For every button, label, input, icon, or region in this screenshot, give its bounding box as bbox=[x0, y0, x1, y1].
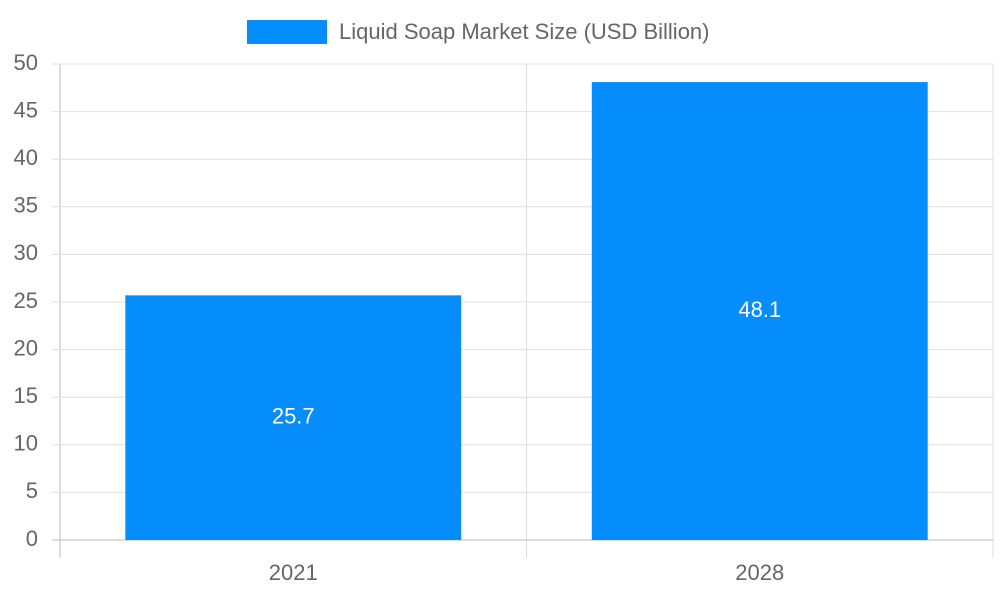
y-tick-label: 30 bbox=[14, 240, 38, 265]
x-tick-label: 2028 bbox=[735, 560, 784, 585]
y-tick-label: 35 bbox=[14, 193, 38, 218]
legend-label: Liquid Soap Market Size (USD Billion) bbox=[339, 19, 710, 44]
y-tick-label: 15 bbox=[14, 383, 38, 408]
y-tick-label: 50 bbox=[14, 50, 38, 75]
y-tick-label: 0 bbox=[26, 526, 38, 551]
x-tick-label: 2021 bbox=[269, 560, 318, 585]
y-tick-label: 5 bbox=[26, 478, 38, 503]
bar bbox=[125, 295, 462, 540]
y-tick-label: 40 bbox=[14, 145, 38, 170]
y-tick-label: 20 bbox=[14, 335, 38, 360]
y-tick-label: 25 bbox=[14, 288, 38, 313]
y-tick-label: 45 bbox=[14, 97, 38, 122]
legend-swatch bbox=[247, 20, 327, 44]
y-tick-label: 10 bbox=[14, 431, 38, 456]
data-label: 25.7 bbox=[272, 403, 315, 428]
bar bbox=[591, 82, 928, 540]
data-label: 48.1 bbox=[738, 297, 781, 322]
